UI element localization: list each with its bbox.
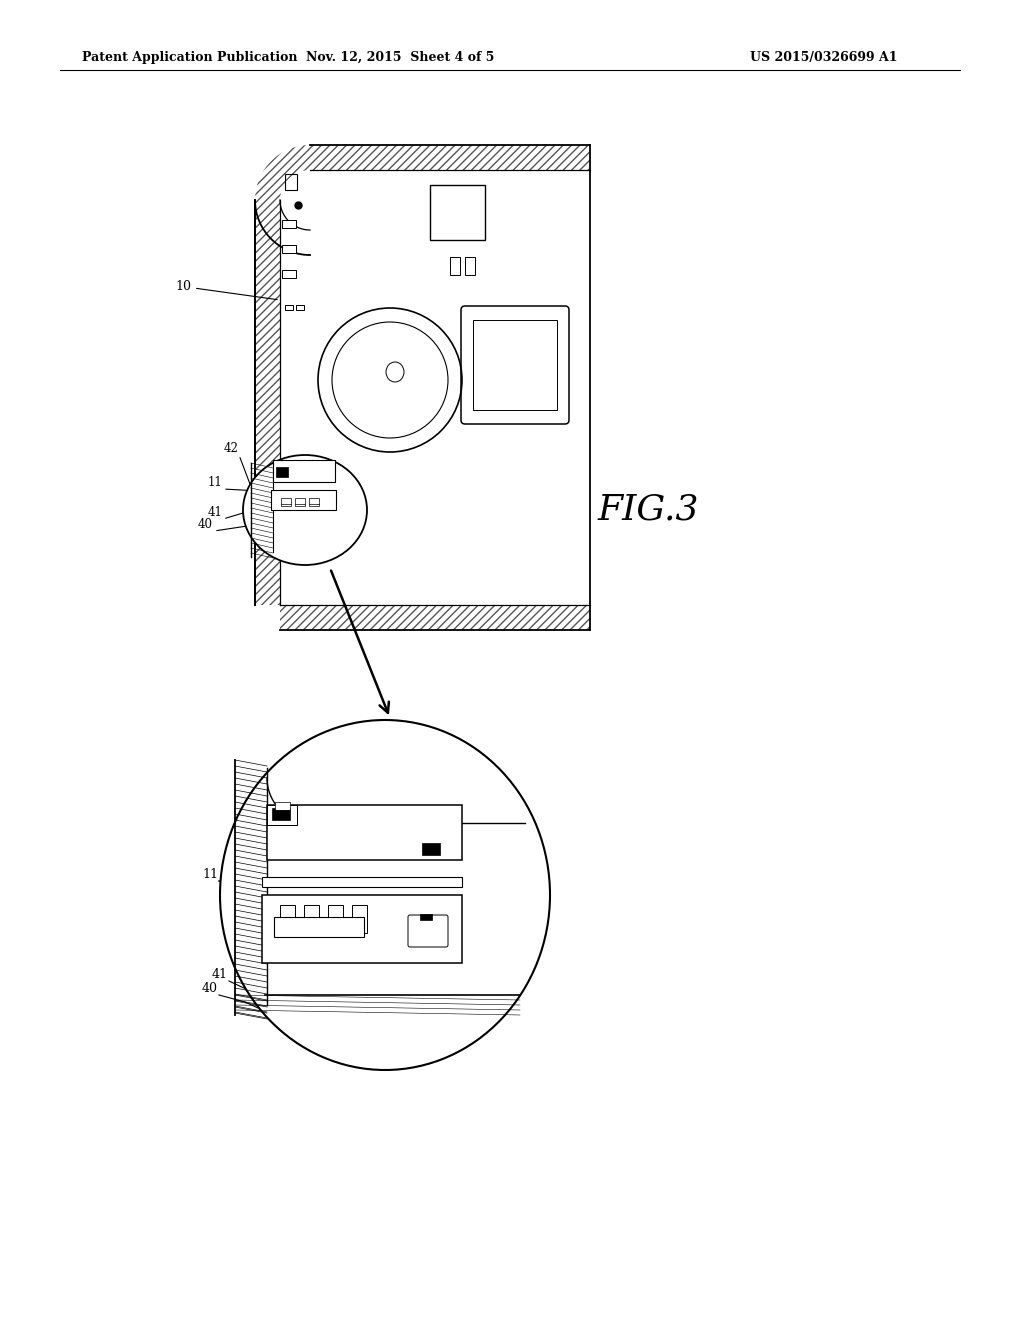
Bar (420, 913, 432, 920)
Bar (285, 174, 297, 190)
Bar (274, 917, 364, 937)
Bar (271, 490, 336, 510)
Bar (310, 145, 590, 170)
Bar (272, 808, 290, 820)
Bar (273, 459, 335, 482)
Bar (430, 185, 485, 240)
Bar (280, 906, 295, 933)
Bar (309, 498, 319, 506)
Bar (276, 467, 288, 477)
Bar (262, 876, 462, 887)
Bar (285, 305, 293, 310)
Bar (450, 257, 460, 275)
Ellipse shape (220, 719, 550, 1071)
Text: 42: 42 (223, 442, 238, 455)
Text: 41: 41 (212, 968, 228, 981)
Text: 11: 11 (202, 869, 218, 880)
Bar (281, 498, 291, 506)
Bar (255, 201, 280, 605)
Bar (275, 803, 290, 810)
Ellipse shape (243, 455, 367, 565)
Bar (267, 805, 297, 825)
Text: 41: 41 (207, 506, 222, 519)
Bar (295, 498, 305, 506)
Text: US 2015/0326699 A1: US 2015/0326699 A1 (750, 50, 897, 63)
Bar (267, 805, 462, 861)
Text: 10: 10 (175, 280, 278, 300)
Bar (352, 906, 367, 933)
Bar (282, 271, 296, 279)
Bar (328, 906, 343, 933)
Bar (282, 246, 296, 253)
Bar (282, 220, 296, 228)
Text: 11: 11 (207, 477, 222, 488)
Bar (304, 906, 319, 933)
Bar (280, 605, 590, 630)
Bar (473, 319, 557, 411)
Text: FIG.3: FIG.3 (597, 492, 698, 527)
Bar (262, 895, 462, 964)
Text: 40: 40 (202, 982, 218, 995)
Text: Patent Application Publication: Patent Application Publication (82, 50, 298, 63)
FancyBboxPatch shape (408, 915, 449, 946)
Bar (296, 305, 304, 310)
Bar (465, 257, 475, 275)
Text: 42: 42 (241, 800, 257, 813)
Text: Nov. 12, 2015  Sheet 4 of 5: Nov. 12, 2015 Sheet 4 of 5 (306, 50, 495, 63)
Text: 40: 40 (198, 517, 213, 531)
Bar (422, 843, 440, 855)
